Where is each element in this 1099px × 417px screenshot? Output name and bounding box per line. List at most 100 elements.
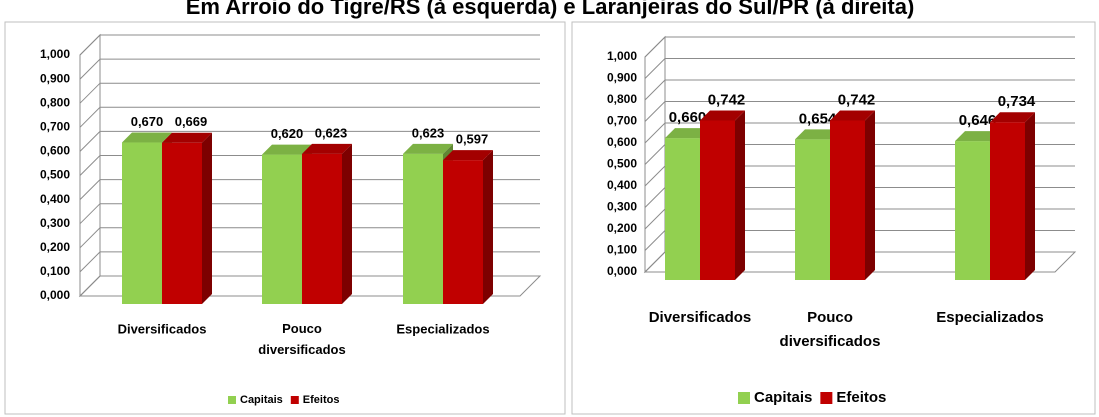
x-tick-label: Especializados (396, 321, 489, 336)
y-tick-label: 0,100 (607, 243, 637, 257)
bar-front (700, 120, 735, 280)
y-tick-label: 0,000 (40, 288, 70, 302)
bar-front (830, 120, 865, 280)
grid-line (644, 58, 1075, 79)
bar (162, 132, 212, 304)
bar (302, 143, 352, 304)
legend-label: Capitais (240, 394, 283, 406)
y-tick-label: 0,600 (40, 144, 70, 158)
y-tick-label: 1,000 (607, 49, 637, 63)
grid-line (79, 155, 540, 176)
bar-side (735, 110, 745, 280)
bar-top (955, 131, 1000, 142)
y-tick-label: 0,300 (607, 200, 637, 214)
x-tick-label: Diversificados (649, 309, 752, 326)
bar-side (483, 150, 493, 304)
bar-front (403, 153, 443, 304)
y-tick-label: 0,300 (40, 216, 70, 230)
grid-line (79, 82, 540, 104)
grid-line (79, 130, 540, 152)
bar-side (342, 143, 352, 304)
data-label: 0,660 (669, 109, 707, 126)
y-tick-label: 0,500 (40, 168, 70, 182)
bar-top (700, 110, 745, 121)
data-label: 0,742 (838, 91, 876, 108)
bar-front (795, 139, 830, 280)
x-tick-label: Diversificados (118, 321, 207, 336)
y-tick-label: 0,900 (40, 71, 70, 85)
legend-swatch (228, 396, 236, 404)
bar-top (443, 150, 493, 161)
bar-top (122, 132, 172, 143)
bar-top (162, 132, 212, 143)
y-tick-label: 0,800 (607, 92, 637, 106)
bar-front (302, 153, 342, 304)
bar-top (665, 128, 710, 139)
page-title: Em Arroio do Tigre/RS (à esquerda) e Lar… (186, 0, 915, 19)
y-tick-label: 0,100 (40, 264, 70, 278)
data-label: 0,646 (959, 112, 997, 129)
bar (990, 112, 1035, 280)
bar-side (202, 132, 212, 304)
bar-top (262, 144, 312, 155)
bar-front (162, 142, 202, 304)
data-label: 0,669 (175, 114, 208, 129)
bar-top (795, 129, 840, 140)
y-tick-label: 0,900 (607, 71, 637, 85)
bar-top (830, 110, 875, 121)
bar-front (990, 122, 1025, 280)
x-tick-label-line: diversificados (258, 342, 345, 357)
bar (795, 129, 840, 280)
y-tick-label: 0,400 (607, 178, 637, 192)
data-label: 0,734 (998, 93, 1036, 110)
bar-front (122, 142, 162, 304)
grid-line (79, 58, 540, 80)
y-tick-label: 0,000 (607, 264, 637, 278)
x-tick-label: Pouco diversificados (780, 309, 881, 350)
y-tick-label: 0,700 (607, 114, 637, 128)
y-tick-label: 0,800 (40, 95, 70, 109)
grid-line (644, 79, 1075, 101)
bar-front (955, 141, 990, 280)
bar (443, 150, 493, 304)
data-label: 0,597 (456, 132, 489, 147)
data-label: 0,670 (131, 114, 164, 129)
x-tick-label: Especializados (936, 309, 1044, 326)
legend-label: Capitais (754, 389, 812, 406)
x-tick-label-line: diversificados (780, 333, 881, 350)
bar (700, 110, 745, 280)
grid-line (79, 179, 540, 200)
bar-top (302, 143, 352, 154)
data-label: 0,654 (799, 110, 837, 127)
grid-line (644, 101, 1075, 122)
bar (830, 110, 875, 280)
y-tick-label: 0,700 (40, 119, 70, 133)
grid-line (79, 275, 540, 297)
legend-swatch (290, 396, 299, 404)
data-label: 0,623 (412, 125, 445, 140)
legend-label: Efeitos (836, 389, 886, 406)
y-tick-label: 0,500 (607, 157, 637, 171)
y-tick-label: 0,400 (40, 192, 70, 206)
grid-line (644, 36, 1075, 58)
bar-front (262, 154, 302, 304)
x-tick-label-line: Pouco (807, 309, 853, 326)
bar-top (990, 112, 1035, 123)
y-tick-label: 1,000 (40, 47, 70, 61)
data-label: 0,620 (271, 126, 304, 141)
grid-line (79, 227, 540, 249)
legend-swatch (820, 392, 833, 404)
grid-line (79, 203, 540, 225)
legend-swatch (738, 392, 750, 404)
grid-line (79, 106, 540, 128)
data-label: 0,742 (708, 91, 746, 108)
legend-label: Efeitos (303, 394, 340, 406)
bar-front (665, 138, 700, 280)
bar-front (443, 160, 483, 304)
grid-line (644, 122, 1075, 144)
y-tick-label: 0,600 (607, 135, 637, 149)
grid-line (79, 251, 540, 273)
grid-line (79, 34, 540, 56)
y-tick-label: 0,200 (40, 240, 70, 254)
